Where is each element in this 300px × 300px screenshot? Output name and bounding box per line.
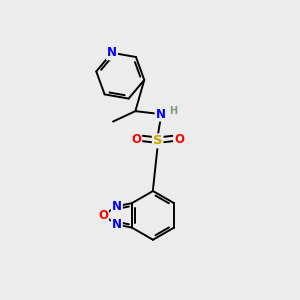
Text: N: N: [112, 218, 122, 231]
Text: H: H: [169, 106, 177, 116]
Text: N: N: [156, 108, 166, 121]
Text: O: O: [131, 133, 141, 146]
Text: O: O: [98, 209, 108, 222]
Text: N: N: [107, 46, 117, 59]
Text: S: S: [153, 134, 163, 147]
Text: O: O: [174, 133, 184, 146]
Text: N: N: [112, 200, 122, 213]
